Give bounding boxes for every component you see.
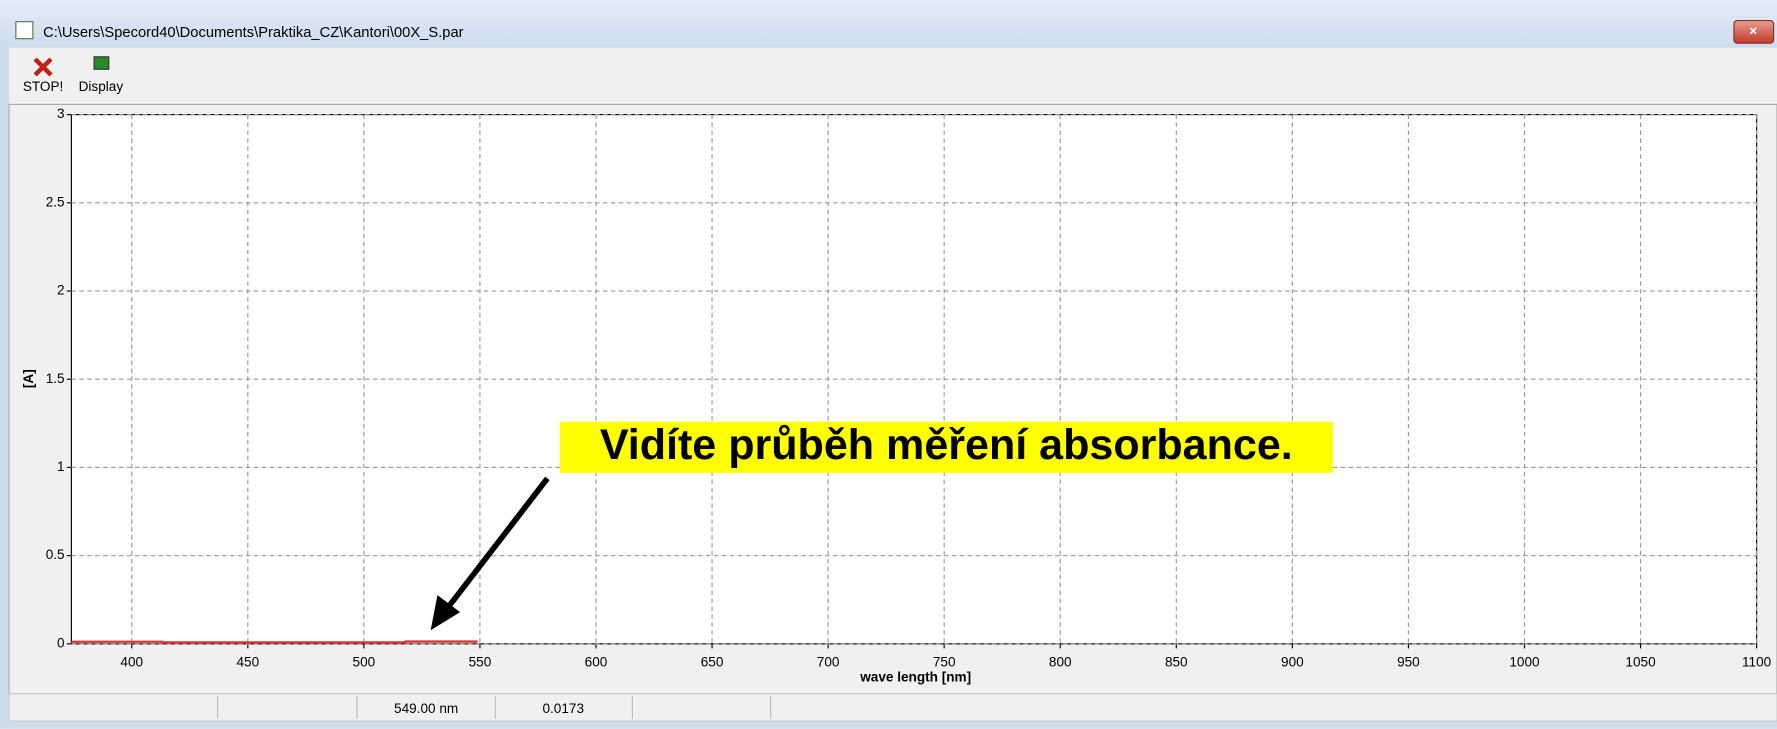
close-icon: × xyxy=(1749,23,1757,38)
x-tick-label: 450 xyxy=(236,655,259,670)
status-bar xyxy=(8,693,1777,722)
display-icon xyxy=(93,56,110,70)
x-tick-label: 400 xyxy=(120,655,143,670)
stop-icon xyxy=(33,57,53,77)
stop-button[interactable]: STOP! xyxy=(23,57,64,94)
x-tick-label: 1100 xyxy=(1742,655,1772,670)
x-tick-label: 900 xyxy=(1281,655,1304,670)
y-tick-label: 1.5 xyxy=(46,371,65,386)
display-button[interactable]: Display xyxy=(79,56,124,94)
title-bar xyxy=(0,0,1777,48)
annotation-highlight xyxy=(559,421,1333,473)
x-tick-label: 700 xyxy=(817,655,840,670)
y-tick-label: 0 xyxy=(57,635,65,650)
y-tick-label: 1 xyxy=(57,459,65,474)
window-title: C:\Users\Specord40\Documents\Praktika_CZ… xyxy=(43,25,464,41)
x-axis-label: wave length [nm] xyxy=(859,669,971,684)
app-icon xyxy=(15,21,34,40)
status-wavelength: 549.00 nm xyxy=(394,701,458,716)
toolbar xyxy=(9,47,1777,105)
x-tick-label: 1000 xyxy=(1509,655,1540,670)
x-tick-label: 650 xyxy=(701,655,724,670)
x-tick-label: 750 xyxy=(933,655,956,670)
y-tick-label: 2.5 xyxy=(46,194,65,209)
y-tick-label: 0.5 xyxy=(46,547,65,562)
x-tick-label: 850 xyxy=(1165,655,1188,670)
stop-label: STOP! xyxy=(23,79,64,94)
x-tick-label: 1050 xyxy=(1625,655,1656,670)
status-absorbance: 0.0173 xyxy=(542,701,584,716)
annotation: Vidíte průběh měření absorbance. xyxy=(600,421,1293,469)
annotation-arrowhead xyxy=(430,595,461,631)
y-axis-label: [A] xyxy=(21,369,36,388)
x-tick-label: 800 xyxy=(1049,655,1072,670)
x-tick-label: 500 xyxy=(353,655,376,670)
x-tick-label: 950 xyxy=(1397,655,1420,670)
data-line xyxy=(71,640,478,644)
y-tick-label: 2 xyxy=(57,283,65,298)
annotation-arrow xyxy=(446,476,550,609)
close-button[interactable] xyxy=(1733,19,1775,44)
y-tick-label: 3 xyxy=(57,106,65,121)
display-label: Display xyxy=(79,79,124,94)
x-tick-label: 600 xyxy=(585,655,608,670)
status-separators xyxy=(217,695,772,719)
x-tick-label: 550 xyxy=(469,655,492,670)
